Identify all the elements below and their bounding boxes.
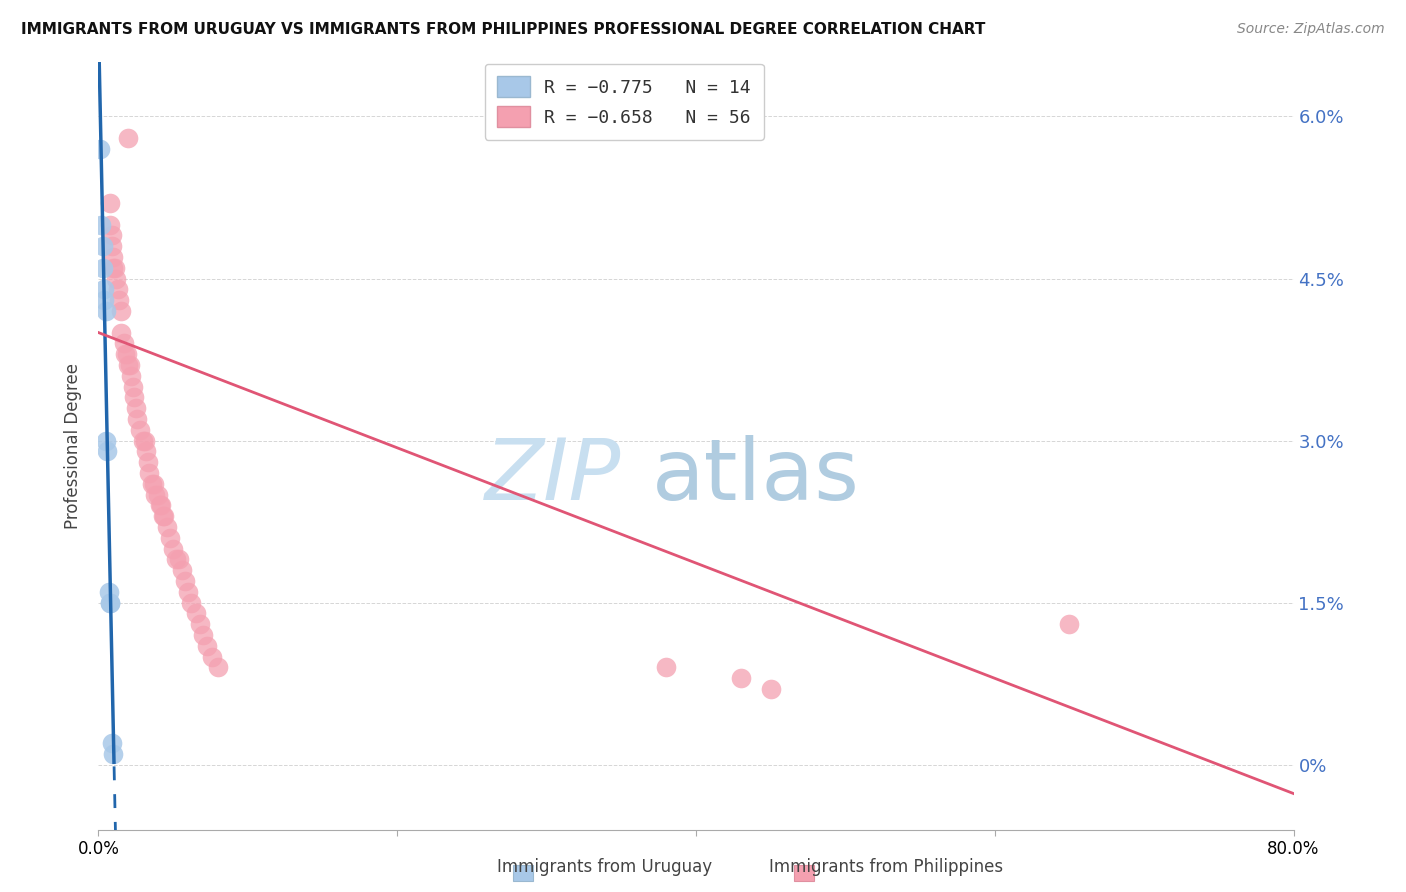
Philippines [105, 271, 128, 285]
Philippines [162, 541, 184, 556]
Philippines [159, 531, 181, 545]
Philippines [112, 336, 135, 351]
Philippines [118, 358, 141, 372]
Uruguay [93, 282, 115, 296]
Philippines [117, 131, 139, 145]
Uruguay [91, 260, 114, 275]
Philippines [655, 660, 678, 674]
Philippines [103, 260, 125, 275]
Uruguay [94, 304, 117, 318]
Philippines [108, 293, 131, 307]
Philippines [110, 326, 132, 340]
Philippines [730, 671, 752, 685]
Uruguay [103, 747, 125, 761]
Philippines [165, 552, 187, 566]
Philippines [143, 488, 166, 502]
Philippines [142, 476, 165, 491]
Bar [794, 865, 814, 881]
Philippines [153, 509, 176, 524]
Philippines [138, 466, 160, 480]
Philippines [117, 358, 139, 372]
Philippines [124, 390, 146, 404]
Uruguay [91, 239, 114, 253]
Uruguay [101, 736, 124, 750]
Philippines [103, 250, 125, 264]
Philippines [149, 499, 172, 513]
Text: atlas: atlas [652, 435, 859, 518]
Philippines [121, 379, 143, 393]
Philippines [129, 423, 152, 437]
Philippines [132, 434, 155, 448]
Uruguay [98, 596, 122, 610]
Uruguay [96, 444, 118, 458]
Uruguay [94, 434, 117, 448]
Philippines [114, 347, 136, 361]
Philippines [759, 682, 782, 697]
Text: IMMIGRANTS FROM URUGUAY VS IMMIGRANTS FROM PHILIPPINES PROFESSIONAL DEGREE CORRE: IMMIGRANTS FROM URUGUAY VS IMMIGRANTS FR… [21, 22, 986, 37]
Text: Source: ZipAtlas.com: Source: ZipAtlas.com [1237, 22, 1385, 37]
Text: Immigrants from Uruguay: Immigrants from Uruguay [496, 858, 713, 876]
Legend: R = −0.775   N = 14, R = −0.658   N = 56: R = −0.775 N = 14, R = −0.658 N = 56 [485, 64, 763, 140]
Philippines [207, 660, 229, 674]
Philippines [201, 649, 224, 664]
Philippines [101, 228, 124, 243]
Philippines [110, 304, 132, 318]
Y-axis label: Professional Degree: Professional Degree [65, 363, 83, 529]
Philippines [98, 218, 122, 232]
Uruguay [98, 596, 122, 610]
Philippines [101, 239, 124, 253]
Philippines [152, 509, 174, 524]
Philippines [136, 455, 159, 469]
Uruguay [89, 142, 111, 156]
Text: ZIP: ZIP [485, 435, 620, 518]
Bar [513, 865, 533, 881]
Uruguay [93, 293, 115, 307]
Philippines [150, 499, 173, 513]
Philippines [115, 347, 138, 361]
Philippines [107, 282, 129, 296]
Philippines [127, 412, 149, 426]
Philippines [197, 639, 219, 653]
Philippines [188, 617, 211, 632]
Philippines [180, 596, 202, 610]
Philippines [120, 368, 142, 383]
Philippines [135, 444, 157, 458]
Uruguay [97, 585, 120, 599]
Philippines [172, 563, 194, 577]
Philippines [125, 401, 148, 416]
Uruguay [90, 218, 112, 232]
Philippines [184, 607, 207, 621]
Philippines [98, 195, 122, 210]
Philippines [156, 520, 179, 534]
Philippines [1059, 617, 1081, 632]
Philippines [177, 585, 200, 599]
Philippines [167, 552, 190, 566]
Philippines [134, 434, 156, 448]
Philippines [141, 476, 163, 491]
Philippines [174, 574, 197, 588]
Philippines [148, 488, 170, 502]
Philippines [104, 260, 127, 275]
Philippines [191, 628, 214, 642]
Text: Immigrants from Philippines: Immigrants from Philippines [769, 858, 1002, 876]
